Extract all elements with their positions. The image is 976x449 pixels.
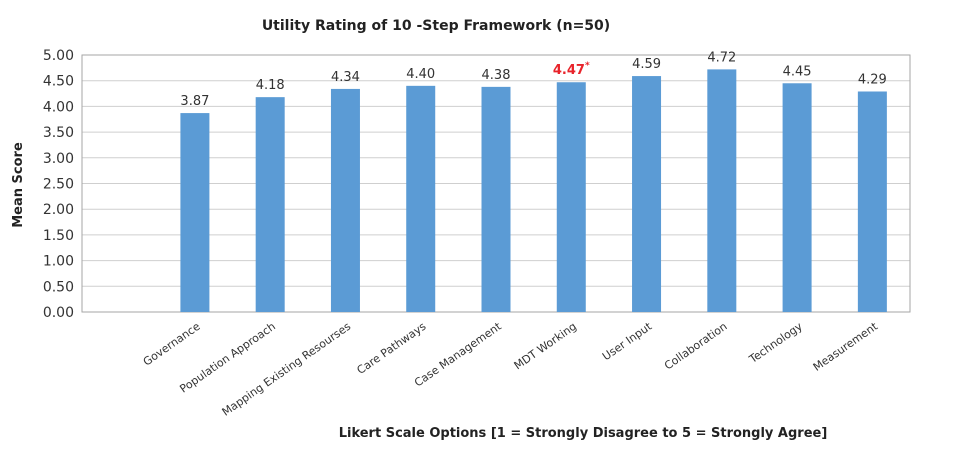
data-label: 4.47* (553, 61, 590, 78)
y-tick-label: 3.50 (43, 125, 74, 141)
y-tick-label: 4.50 (43, 74, 74, 90)
data-label: 4.29 (858, 72, 887, 87)
x-tick-label: User Input (600, 319, 655, 363)
data-label: 4.59 (632, 57, 661, 72)
y-tick-label: 5.00 (43, 48, 74, 64)
chart-title: Utility Rating of 10 -Step Framework (n=… (262, 18, 610, 34)
y-axis-title: Mean Score (11, 142, 26, 228)
y-tick-label: 4.00 (43, 99, 74, 115)
bar (255, 97, 285, 312)
bar (857, 91, 887, 312)
y-tick-label: 2.00 (43, 202, 74, 218)
data-label: 4.18 (256, 78, 285, 93)
plot-area: 0.00 0.50 1.00 1.50 2.00 2.50 3.00 3.50 4.00 4.50… (43, 48, 911, 419)
bar (406, 85, 436, 312)
y-tick-label: 1.00 (43, 254, 74, 270)
x-tick-label: Measurement (811, 319, 881, 373)
bar (180, 113, 210, 312)
data-label: 4.34 (331, 70, 360, 85)
data-label: 4.72 (707, 50, 736, 65)
bar (632, 76, 662, 312)
data-label: 4.45 (783, 64, 812, 79)
bar (556, 82, 586, 312)
data-label: 3.87 (180, 94, 209, 109)
x-tick-label: Care Pathways (355, 320, 429, 377)
x-axis-title: Likert Scale Options [1 = Strongly Disag… (339, 426, 828, 441)
data-label: 4.38 (482, 68, 511, 83)
x-tick-label: Governance (141, 320, 203, 369)
x-tick-label: Mapping Existing Resourses (220, 320, 354, 419)
bar (481, 86, 511, 312)
x-tick-label: Collaboration (662, 320, 730, 373)
y-tick-label: 2.50 (43, 177, 74, 193)
data-label: 4.40 (406, 67, 435, 82)
bar (782, 83, 812, 313)
y-tick-label: 3.00 (43, 151, 74, 167)
x-tick-label: Technology (746, 320, 805, 367)
y-tick-label: 0.50 (43, 279, 74, 295)
bar (330, 88, 360, 312)
y-tick-label: 0.00 (43, 305, 74, 321)
bar (707, 69, 737, 312)
x-tick-label: MDT Working (512, 320, 579, 373)
y-tick-label: 1.50 (43, 228, 74, 244)
